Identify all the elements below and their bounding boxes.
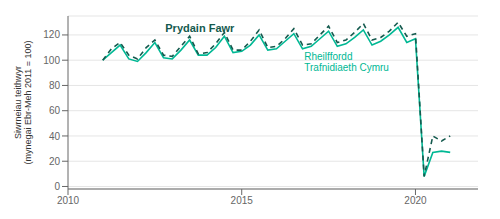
svg-text:20: 20 <box>49 156 61 167</box>
svg-text:40: 40 <box>49 131 61 142</box>
svg-text:100: 100 <box>43 55 60 66</box>
svg-text:2020: 2020 <box>404 195 427 206</box>
svg-text:Siwrneiau teithwyr(mynegai Ebr: Siwrneiau teithwyr(mynegai Ebr-Meh 2011 … <box>13 40 33 164</box>
svg-text:Prydain Fawr: Prydain Fawr <box>165 22 235 34</box>
svg-text:RheilfforddTrafnidiaeth Cymru: RheilfforddTrafnidiaeth Cymru <box>304 51 389 73</box>
svg-text:80: 80 <box>49 80 61 91</box>
svg-text:0: 0 <box>54 181 60 192</box>
svg-text:120: 120 <box>43 29 60 40</box>
svg-text:2015: 2015 <box>231 195 254 206</box>
svg-text:60: 60 <box>49 105 61 116</box>
svg-text:2010: 2010 <box>57 195 80 206</box>
